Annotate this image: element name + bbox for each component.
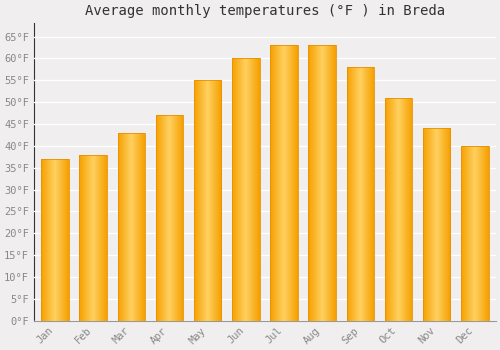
Bar [461,146,488,321]
Bar [194,80,222,321]
Bar [385,98,412,321]
Bar [80,155,107,321]
Bar [232,58,260,321]
Bar [156,115,184,321]
Bar [308,46,336,321]
Bar [423,128,450,321]
Bar [346,67,374,321]
Title: Average monthly temperatures (°F ) in Breda: Average monthly temperatures (°F ) in Br… [85,4,445,18]
Bar [270,46,298,321]
Bar [42,159,69,321]
Bar [118,133,145,321]
